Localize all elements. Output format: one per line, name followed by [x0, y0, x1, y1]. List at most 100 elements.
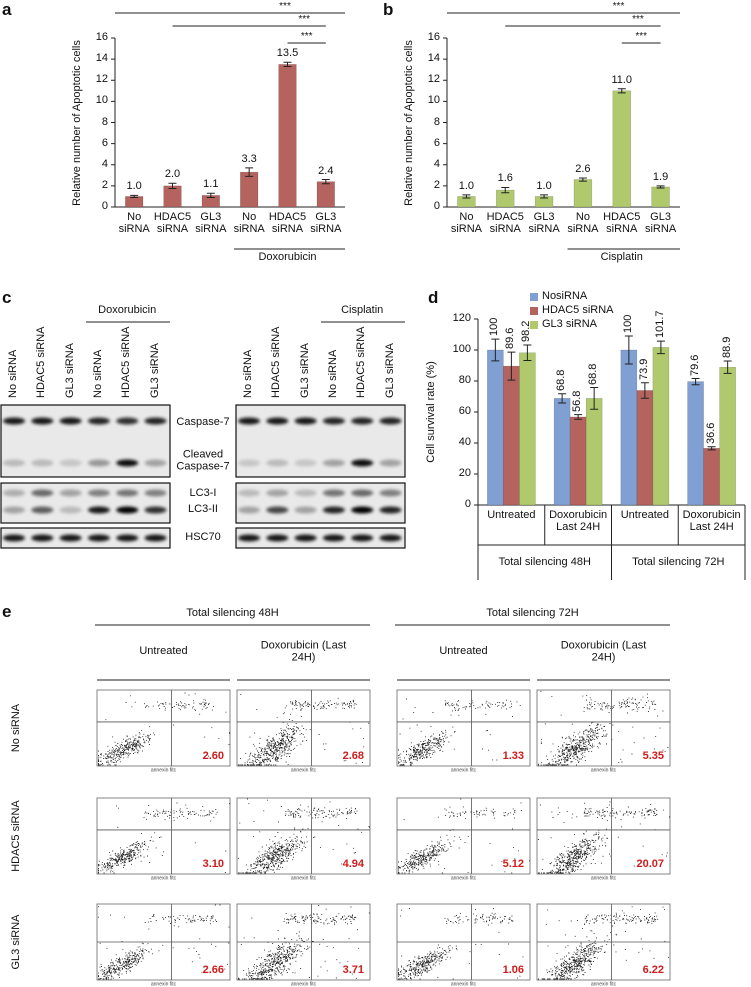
group-title: Total silencing 48H: [186, 607, 279, 620]
y-tick-label: 120: [452, 312, 471, 325]
y-axis-label: Cell survival rate (%): [425, 361, 438, 463]
lane-label: No siRNA: [242, 349, 255, 398]
scatter-dots: [398, 798, 530, 874]
band: [116, 459, 139, 467]
row-label: GL3 siRNA: [10, 914, 23, 970]
value-label: 79.6: [688, 354, 701, 376]
bar: [125, 196, 144, 208]
y-tick-label: 6: [101, 136, 108, 149]
value-label: 1.0: [536, 180, 552, 193]
x-tick-label: HDAC5 siRNA: [603, 211, 641, 235]
band: [238, 534, 260, 542]
value-label: 2.4: [318, 164, 334, 177]
blot: [0, 527, 171, 549]
scatter-dots: [398, 908, 524, 980]
column-header: Untreated: [139, 645, 188, 658]
band: [351, 459, 374, 467]
y-tick-label: 12: [427, 73, 440, 86]
significance-label: ***: [632, 13, 644, 25]
legend-label: GL3 siRNA: [542, 318, 598, 331]
x-tick-label: Untreated: [487, 509, 536, 521]
band: [144, 489, 167, 497]
band: [379, 506, 402, 514]
band: [87, 459, 110, 467]
column-header: Doxorubicin (Last 24H): [260, 639, 347, 663]
quadrant-percent: 2.68: [342, 750, 364, 763]
x-axis-label: annexin fitc: [150, 875, 177, 882]
plot-frame: [396, 689, 531, 767]
y-tick-label: 8: [101, 115, 108, 128]
x-axis-label: annexin fitc: [450, 767, 477, 774]
band: [266, 534, 289, 542]
band: [31, 417, 54, 425]
y-tick-label: 20: [458, 467, 471, 480]
x-tick-label: GL3 siRNA: [310, 211, 342, 235]
error-bar: [656, 185, 665, 189]
quadrant-percent: 2.66: [202, 964, 224, 977]
group-title: Total silencing 72H: [486, 607, 579, 620]
band: [238, 417, 260, 425]
x-axis-label: annexin fitc: [590, 767, 617, 774]
scatter-dots: [398, 698, 521, 766]
error-bar: [707, 446, 716, 451]
legend-swatch: [530, 321, 538, 329]
band: [87, 417, 110, 425]
x-axis-label: annexin fitc: [290, 767, 317, 774]
group-label: Cisplatin: [600, 251, 643, 264]
value-label: 1.9: [652, 171, 669, 184]
bar: [519, 352, 536, 506]
value-label: 3.3: [241, 153, 257, 166]
blot: [235, 404, 406, 478]
blot: [0, 404, 171, 478]
column-header: Doxorubicin (Last 24H): [560, 639, 647, 663]
band: [322, 506, 345, 514]
band: [59, 489, 82, 497]
error-bar: [590, 387, 599, 410]
band: [3, 489, 25, 497]
band: [3, 534, 25, 542]
band: [3, 417, 25, 425]
error-bar: [283, 61, 292, 68]
y-tick-label: 12: [95, 73, 108, 86]
y-tick-label: 8: [433, 115, 440, 128]
bar: [620, 349, 638, 506]
band: [238, 459, 260, 467]
band: [59, 459, 82, 467]
legend-label: HDAC5 siRNA: [542, 304, 614, 317]
plot-frame: [96, 689, 231, 767]
lane-label: GL3 siRNA: [383, 342, 396, 398]
bar: [240, 171, 259, 208]
quadrant-percent: 1.06: [502, 964, 524, 977]
error-bar: [578, 177, 587, 182]
error-bar: [624, 335, 633, 365]
legend-label: NosiRNA: [542, 290, 588, 303]
x-tick-label: GL3 siRNA: [528, 211, 560, 235]
band: [322, 534, 345, 542]
band: [3, 459, 25, 467]
group-label: Doxorubicin: [258, 251, 317, 264]
value-label: 11.0: [611, 73, 633, 86]
value-label: 100: [622, 314, 635, 334]
band: [144, 459, 167, 467]
x-tick-label: GL3 siRNA: [644, 211, 677, 235]
row-label: No siRNA: [10, 703, 23, 753]
error-bar: [574, 414, 583, 420]
bar: [651, 186, 670, 208]
bar: [503, 365, 520, 506]
band: [238, 489, 260, 497]
bar: [636, 390, 654, 506]
error-bar: [507, 351, 516, 381]
x-tick-label: HDAC5 siRNA: [486, 211, 524, 235]
band: [266, 506, 289, 514]
band: [59, 534, 82, 542]
y-tick-label: 0: [433, 200, 440, 213]
bar: [569, 416, 587, 506]
lane-label: HDAC5 siRNA: [270, 326, 283, 398]
lane-label: No siRNA: [7, 349, 20, 398]
error-bar: [617, 88, 626, 94]
y-tick-label: 14: [427, 52, 440, 65]
group-label: Total silencing 72H: [632, 556, 725, 569]
plot-frame: [236, 689, 371, 767]
band: [116, 534, 139, 542]
error-bar: [723, 360, 732, 374]
